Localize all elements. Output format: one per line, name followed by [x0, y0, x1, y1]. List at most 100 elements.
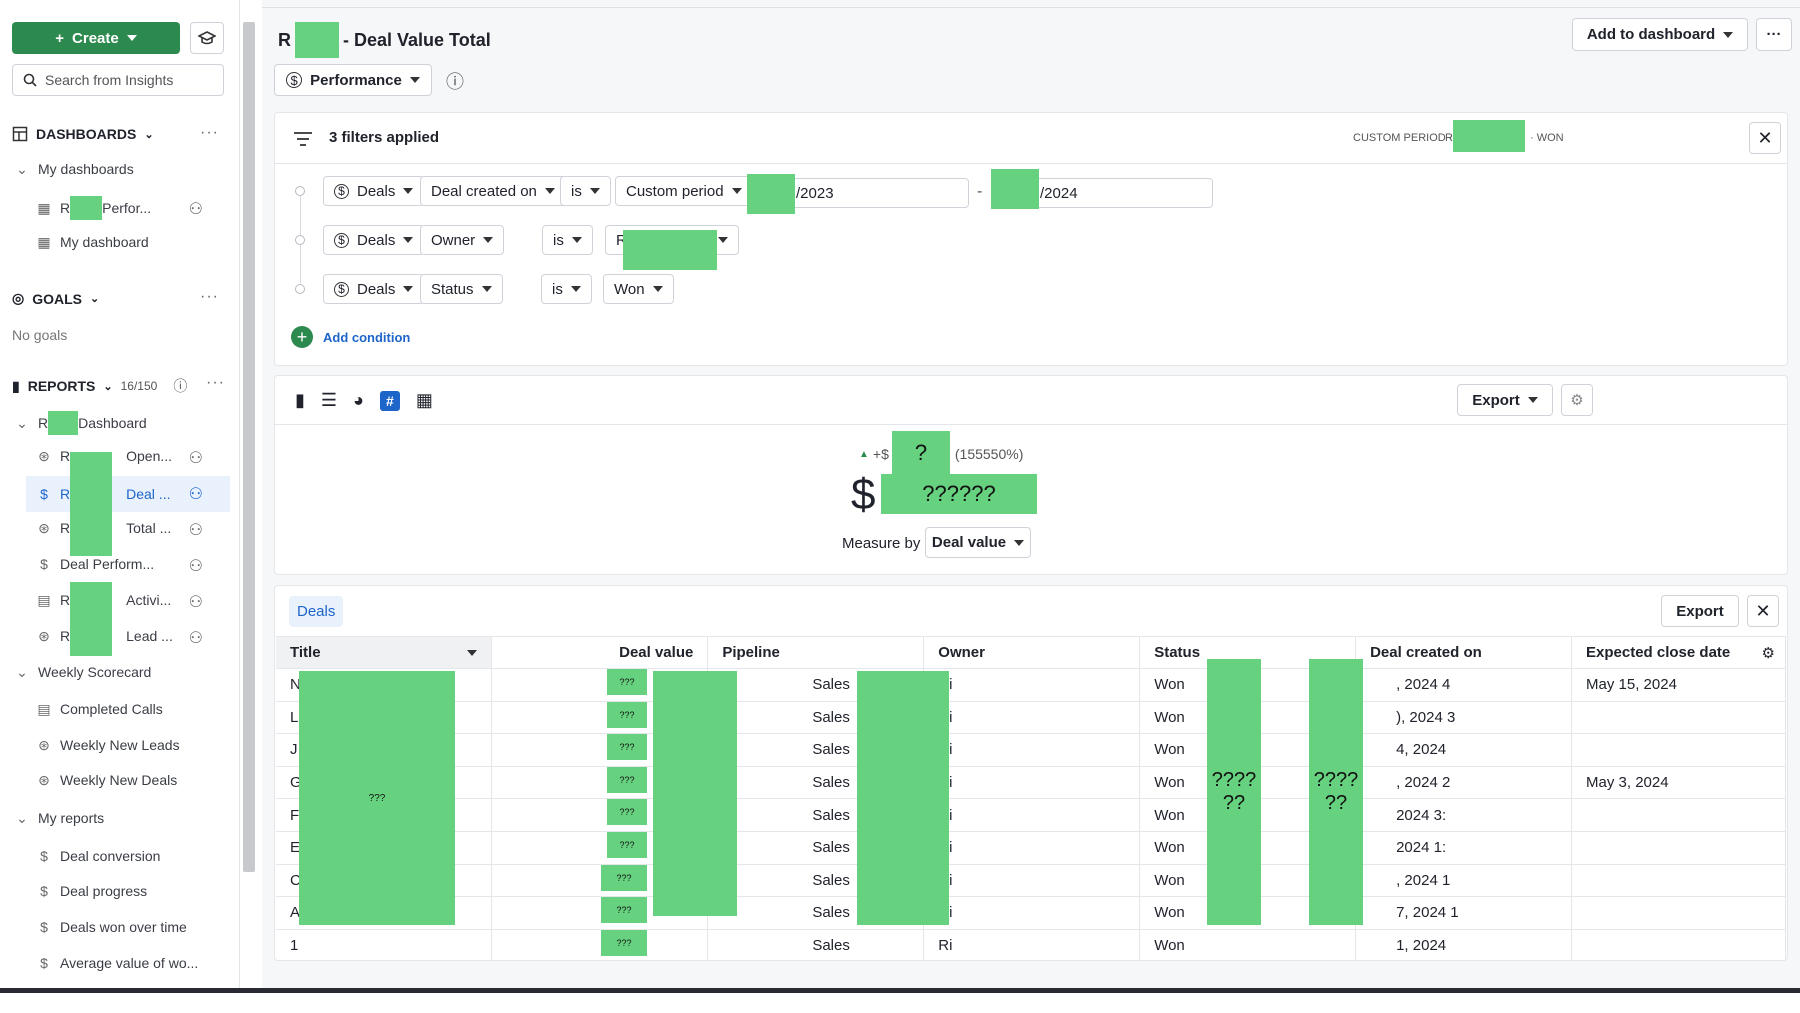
chevron-down-icon	[1527, 397, 1538, 403]
add-condition-label: Add condition	[323, 329, 411, 345]
column-chart-icon[interactable]: ▮	[295, 390, 305, 410]
column-header-created[interactable]: Deal created on	[1355, 636, 1573, 669]
report-label: Deals won over time	[60, 919, 187, 935]
sidebar-report-completed-calls[interactable]: ▤ Completed Calls	[36, 701, 162, 718]
sidebar-dashboard-performance[interactable]: ▦ R Perfor...	[36, 196, 226, 220]
gear-icon[interactable]: ⚙	[1761, 645, 1775, 662]
filter-value-select[interactable]: Custom period	[615, 176, 753, 206]
dashboards-more-button[interactable]: ···	[200, 124, 219, 141]
arrow-up-icon: ▲	[859, 448, 869, 460]
info-icon[interactable]: ⓘ	[446, 72, 464, 92]
reports-header[interactable]: ▮ REPORTS ⌄ 16/150 ⓘ	[12, 376, 187, 396]
column-header-pipeline[interactable]: Pipeline	[707, 636, 925, 669]
sidebar-report-weekly-new-deals[interactable]: ⊛ Weekly New Deals	[36, 772, 177, 789]
filter-operator-select[interactable]: is	[542, 225, 593, 255]
sidebar-dashboard-my[interactable]: ▦ My dashboard	[36, 234, 149, 251]
column-header-title[interactable]: Title	[276, 636, 493, 669]
redacted-mark: ???	[619, 742, 635, 753]
sidebar-report-item-active[interactable]: $ R Deal ...	[26, 476, 230, 512]
sidebar-report-item[interactable]: $ Deal Perform...	[36, 556, 154, 572]
filter-operator-select[interactable]: is	[560, 176, 611, 206]
delta-percent: (155550%)	[954, 446, 1024, 462]
divider	[262, 7, 1800, 8]
sidebar-report-item[interactable]: ⊛ R Total ...	[36, 520, 171, 537]
reports-label: REPORTS	[27, 378, 96, 394]
sidebar-report-item[interactable]: ⊛ R Open...	[36, 448, 173, 465]
sidebar-report-deals-won[interactable]: $ Deals won over time	[36, 919, 187, 935]
my-reports-group[interactable]: ⌄ My reports	[14, 810, 104, 827]
search-input[interactable]: Search from Insights	[12, 64, 224, 96]
filter-entity-select[interactable]: $ Deals	[323, 225, 425, 255]
add-condition-button[interactable]: + Add condition	[291, 326, 410, 348]
redacted-mark: ???	[616, 872, 632, 883]
filter-value-select[interactable]: Won	[603, 274, 674, 304]
target-icon: ⊛	[38, 736, 50, 753]
filter-field-select[interactable]: Owner	[420, 225, 505, 255]
filter-entity-select[interactable]: $ Deals	[323, 274, 425, 304]
entity-selector[interactable]: $ Performance	[274, 64, 432, 96]
sidebar-report-deal-conversion[interactable]: $ Deal conversion	[36, 848, 160, 864]
table-export-button[interactable]: Export	[1661, 595, 1739, 627]
reports-more-button[interactable]: ···	[206, 374, 225, 391]
redacted-block	[1453, 120, 1525, 152]
sidebar-scrollbar[interactable]	[243, 22, 255, 872]
column-header-owner[interactable]: Owner	[923, 636, 1141, 669]
create-button[interactable]: + Create	[12, 22, 180, 54]
learn-button[interactable]	[190, 22, 224, 54]
weekly-scorecard-group[interactable]: ⌄ Weekly Scorecard	[14, 664, 151, 681]
sidebar-report-weekly-new-leads[interactable]: ⊛ Weekly New Leads	[36, 736, 179, 754]
measure-by-select[interactable]: Deal value	[925, 527, 1031, 558]
table-row[interactable]: J$1SalesRiWon4, 2024	[276, 733, 1786, 767]
report-label: Open...	[126, 448, 173, 464]
table-row[interactable]: E$SalesRiWon2024 1:	[276, 831, 1786, 865]
my-dashboards-group[interactable]: ⌄ My dashboards	[14, 161, 134, 178]
filters-panel: 3 filters applied CUSTOM PERIOD · R · WO…	[274, 112, 1788, 366]
chevron-down-icon	[589, 188, 600, 194]
redacted-block: ???	[299, 671, 455, 925]
table-icon[interactable]: ▦	[415, 390, 433, 410]
shared-users-icon: ⚇	[188, 558, 203, 575]
cell-close-date	[1571, 733, 1786, 767]
close-table-button[interactable]: ✕	[1747, 595, 1779, 627]
filter-field-select[interactable]: Deal created on	[420, 176, 566, 206]
table-row[interactable]: F$1SalesRiWon2024 3:	[276, 798, 1786, 832]
graduation-cap-icon	[198, 31, 216, 45]
collapse-filters-button[interactable]: ✕	[1749, 122, 1781, 154]
sort-desc-icon	[467, 650, 478, 656]
table-row[interactable]: A$SalesRiWon7, 2024 1	[276, 896, 1786, 930]
filter-entity-select[interactable]: $ Deals	[323, 176, 425, 206]
redacted-block: ???? ??	[1309, 659, 1363, 925]
goals-header[interactable]: ◎ GOALS ⌄	[12, 290, 99, 307]
tab-deals[interactable]: Deals	[289, 596, 344, 627]
dashboards-header[interactable]: DASHBOARDS ⌄	[12, 126, 154, 142]
goals-more-button[interactable]: ···	[200, 288, 219, 305]
sidebar-report-average-value[interactable]: $ Average value of wo...	[36, 955, 198, 971]
pie-chart-icon[interactable]: ◕	[353, 390, 364, 410]
dollar-icon: $	[334, 183, 349, 199]
more-button[interactable]: ···	[1756, 18, 1792, 51]
sidebar-report-deal-progress[interactable]: $ Deal progress	[36, 883, 147, 899]
bar-chart-icon[interactable]: ☰	[320, 390, 338, 410]
add-to-dashboard-button[interactable]: Add to dashboard	[1572, 18, 1748, 51]
sidebar-report-item[interactable]: ▤ R Activi...	[36, 592, 171, 609]
sidebar-report-item[interactable]: ⊛ R Lead ...	[36, 628, 173, 645]
column-header-close-date[interactable]: Expected close date ⚙	[1571, 636, 1786, 669]
info-icon[interactable]: ⓘ	[173, 378, 188, 394]
chart-settings-button[interactable]: ⚙	[1561, 384, 1593, 416]
add-to-dashboard-label: Add to dashboard	[1586, 26, 1716, 43]
shared-users-icon: ⚇	[188, 450, 203, 467]
chart-export-button[interactable]: Export	[1457, 384, 1553, 416]
report-group-dashboard[interactable]: ⌄ R Dashboard	[14, 411, 147, 435]
scorecard-icon[interactable]: #	[379, 390, 400, 411]
dashboard-label: My dashboard	[60, 234, 149, 250]
filter-field-select[interactable]: Status	[420, 274, 503, 304]
filter-operator-select[interactable]: is	[541, 274, 592, 304]
filter-icon[interactable]	[293, 131, 313, 147]
column-header-deal-value[interactable]: Deal value	[491, 636, 709, 669]
redacted-mark: ???	[619, 807, 635, 818]
